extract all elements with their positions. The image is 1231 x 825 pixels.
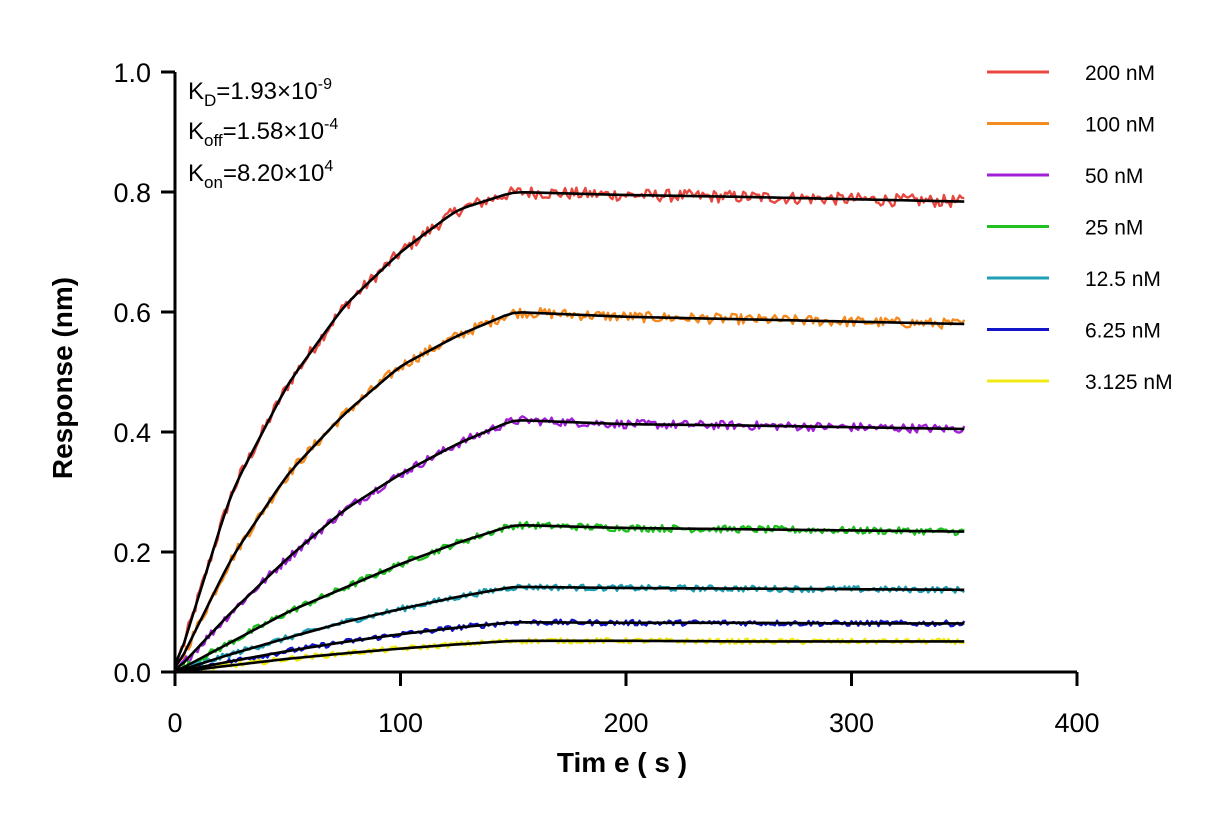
fit-curve	[173, 311, 965, 669]
series-trace	[173, 306, 966, 669]
x-tick-label: 400	[1054, 708, 1099, 738]
y-axis-title: Response (nm)	[47, 277, 78, 479]
y-tick-label: 1.0	[113, 58, 151, 88]
legend: 200 nM 100 nM 50 nM 25 nM 12.5 nM 6.25 nM 3.12…	[987, 62, 1173, 394]
koff-base: K	[188, 118, 204, 145]
kon-sub: on	[204, 173, 223, 192]
y-tick-label: 0.6	[113, 298, 151, 328]
fit-curve	[174, 419, 965, 671]
legend-label: 25 nM	[1085, 217, 1143, 240]
koff-exponent: -4	[324, 116, 338, 133]
legend-label: 50 nM	[1085, 165, 1143, 188]
koff-sub: off	[204, 131, 223, 150]
plot-area	[173, 186, 966, 674]
fit-curve	[174, 523, 965, 673]
kon-base: K	[188, 160, 204, 187]
series-trace	[174, 415, 966, 671]
x-tick-label: 300	[829, 708, 874, 738]
legend-label: 3.125 nM	[1085, 371, 1173, 394]
tick-marks: 0 100 200 300 400 0.0 0.2 0.4 0.6 0.8 1.0	[113, 58, 1099, 738]
koff-mantissa: =1.58×10	[223, 118, 324, 145]
x-axis-title: Tim e ( s )	[557, 747, 687, 778]
y-tick-label: 0.4	[113, 418, 151, 448]
series-trace	[174, 583, 965, 673]
legend-label: 100 nM	[1085, 114, 1155, 137]
x-tick-label: 200	[603, 708, 648, 738]
fit-curve	[174, 585, 965, 673]
x-tick-label: 0	[167, 708, 182, 738]
y-tick-label: 0.0	[113, 658, 151, 688]
koff-annotation: Koff=1.58×10-4	[188, 116, 338, 150]
series-trace	[174, 618, 966, 674]
kon-exponent: 4	[324, 158, 333, 175]
legend-label: 12.5 nM	[1085, 268, 1161, 291]
kd-annotation: KD=1.93×10-9	[188, 76, 332, 110]
fit-curve	[173, 190, 965, 666]
fit-curve	[174, 620, 965, 673]
y-tick-label: 0.2	[113, 538, 151, 568]
fit-curves	[173, 190, 965, 674]
legend-label: 6.25 nM	[1085, 320, 1161, 343]
legend-label: 200 nM	[1085, 62, 1155, 85]
kd-base: K	[188, 78, 204, 105]
kd-sub: D	[204, 91, 216, 110]
kd-exponent: -9	[318, 76, 332, 93]
kon-annotation: Kon=8.20×104	[188, 158, 333, 192]
x-tick-label: 100	[378, 708, 423, 738]
series-trace	[174, 637, 965, 674]
y-tick-label: 0.8	[113, 178, 151, 208]
fit-curve	[174, 639, 965, 674]
kd-mantissa: =1.93×10	[216, 78, 317, 105]
kinetic-annotations: KD=1.93×10-9 Koff=1.58×10-4 Kon=8.20×104	[188, 76, 338, 192]
kon-mantissa: =8.20×10	[223, 160, 324, 187]
